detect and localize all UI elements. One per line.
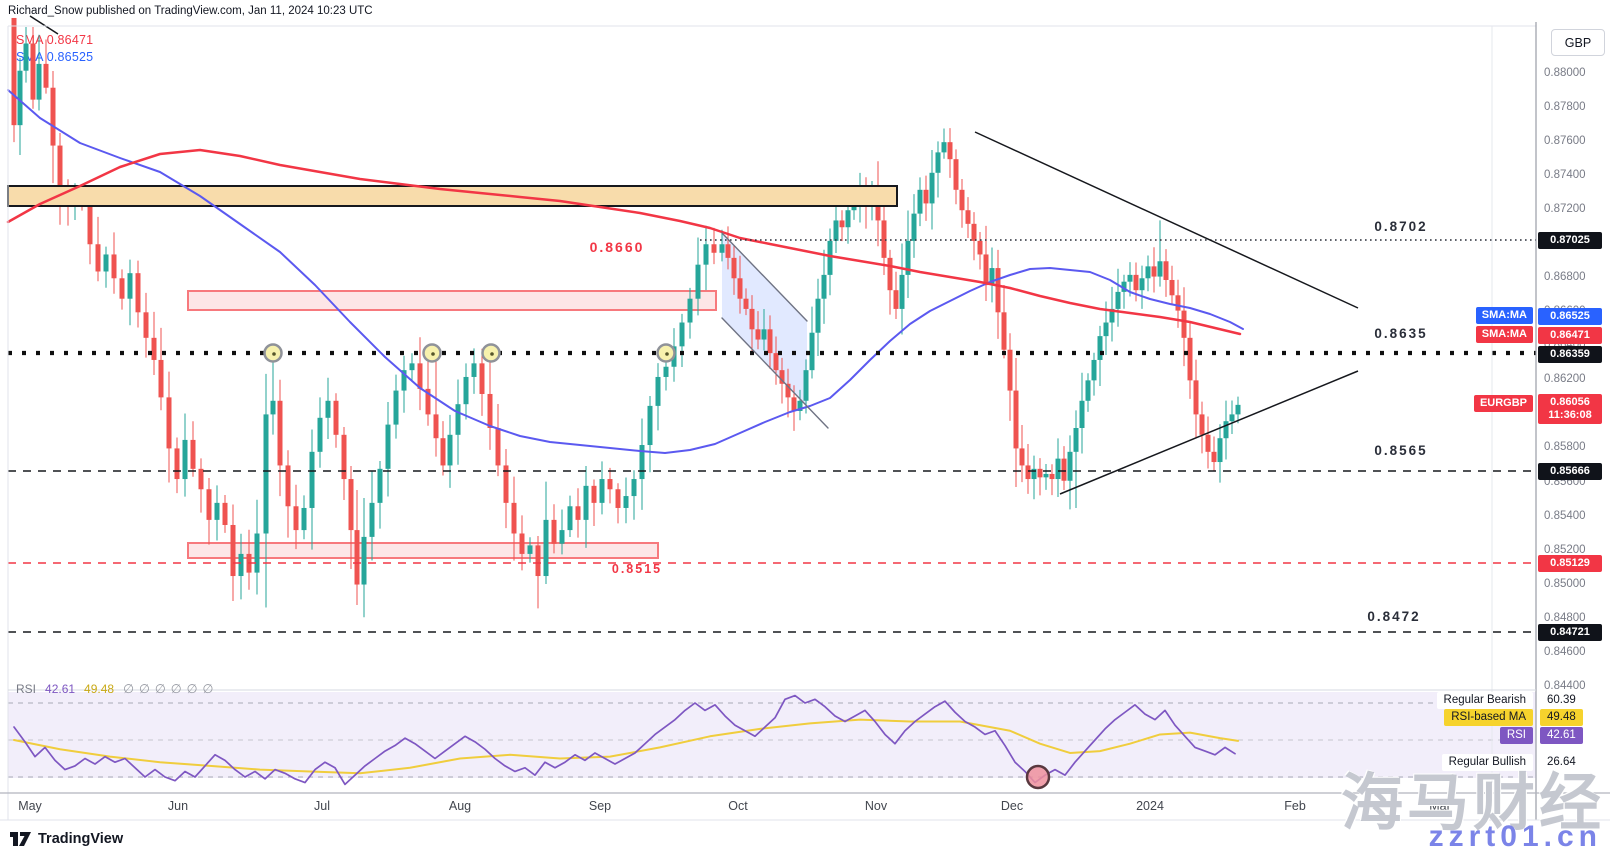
price-tick-label: 0.87200 [1544,203,1586,215]
price-tick-label: 0.87400 [1544,169,1586,181]
price-badge-0.85666: 0.85666 [1538,462,1602,480]
price-tick-label: 0.84400 [1544,680,1586,692]
channel-bottom-line [721,317,829,429]
price-badge-0.86056: 0.86056 11:36:08 [1538,394,1602,424]
rsi-ma-value: 49.48 [84,681,115,696]
price-tick-label: 0.85000 [1544,578,1586,590]
time-label-2024[interactable]: 2024 [1136,799,1164,813]
price-tick-label: 0.85400 [1544,510,1586,522]
price-tick-label: 0.85800 [1544,441,1586,453]
zone-price-label: 0.8515 [612,562,662,576]
currency-label: GBP [1564,35,1592,50]
sma-slow-blue[interactable] [7,89,1244,454]
triangle-lower[interactable] [1059,370,1359,495]
rsi-badge-label-regular-bearish: Regular Bearish [1436,692,1533,709]
tradingview-logo[interactable]: TradingView [10,829,123,849]
price-level-label: 0.8702 [1374,219,1427,234]
price-badge-0.86471: 0.86471 [1538,326,1602,344]
series-edge-label-SMA:MA: SMA:MA [1475,326,1533,343]
price-badge-0.84721: 0.84721 [1538,623,1602,641]
sma-fast-name: SMA [16,33,43,47]
price-tick-label: 0.88000 [1544,67,1586,79]
price-tick-label: 0.84800 [1544,612,1586,624]
rsi-badge-value: 42.61 [1540,727,1583,744]
mark[interactable] [29,15,59,35]
watermark-cn: 海马财经 [1340,769,1605,838]
regular-bullish-marker[interactable] [1025,764,1051,790]
rsi-ma-line [13,718,1239,775]
resistance-zone[interactable] [187,290,717,311]
channel-top-line [721,232,808,322]
price-badge-0.85129: 0.85129 [1538,554,1602,572]
rsi-indicator-legend[interactable]: RSI 42.61 49.48 ∅∅∅∅∅∅ [16,681,219,697]
time-label-Jun[interactable]: Jun [167,799,189,813]
currency-toggle-button[interactable]: GBP [1551,29,1605,56]
time-label-Dec[interactable]: Dec [1000,799,1024,813]
rsi-badge-value: 60.39 [1540,692,1583,709]
price-tick-label: 0.84600 [1544,646,1586,658]
time-label-May[interactable]: May [18,799,42,813]
publish-byline: Richard_Snow published on TradingView.co… [8,5,373,17]
time-label-Sep[interactable]: Sep [588,799,612,813]
time-label-Nov[interactable]: Nov [864,799,888,813]
price-badge-0.86525: 0.86525 [1538,307,1602,325]
rsi-title: RSI [16,681,37,696]
price-badge-0.86359: 0.86359 [1538,345,1602,363]
time-label-Mar[interactable]: Mar [1429,799,1451,813]
sma-fast-value: 0.86471 [46,33,94,47]
sma-slow-legend[interactable]: SMA 0.86525 [16,50,93,64]
time-label-Oct[interactable]: Oct [728,799,748,813]
price-tick-label: 0.86800 [1544,271,1586,283]
rsi-badge-value: 26.64 [1540,754,1583,771]
price-level-label: 0.8635 [1374,326,1427,341]
price-badge-0.87025: 0.87025 [1538,231,1602,249]
rsi-badge-label-rsi: RSI [1499,727,1533,744]
rsi-badge-label-rsi-based-ma: RSI-based MA [1444,709,1533,726]
sma-fast-red[interactable] [6,148,1242,336]
series-edge-label-SMA:MA: SMA:MA [1475,307,1533,324]
price-tick-label: 0.87600 [1544,135,1586,147]
watermark-url: zzrt01.cn [1428,820,1602,853]
price-tick-label: 0.87800 [1544,101,1586,113]
price-level-label: 0.8565 [1374,443,1427,458]
tradingview-logo-text: TradingView [38,831,124,847]
zone-price-label: 0.8660 [590,239,645,255]
tradingview-logo-icon [10,832,31,846]
rsi-badge-value: 49.48 [1540,709,1583,726]
price-tick-label: 0.86200 [1544,373,1586,385]
series-edge-label-EURGBP: EURGBP [1473,395,1533,412]
sma-fast-legend[interactable]: SMA 0.86471 [16,33,93,47]
time-label-Feb[interactable]: Feb [1284,799,1306,813]
candles [11,17,1241,618]
rsi-pane-background[interactable] [8,692,1536,778]
sma-slow-name: SMA [16,50,43,64]
triangle-upper[interactable] [974,131,1359,309]
rsi-hidden-values-icons: ∅∅∅∅∅∅ [123,682,219,696]
sma-slow-value: 0.86525 [46,50,94,64]
price-level-label: 0.8472 [1367,609,1420,624]
rsi-value: 42.61 [45,681,76,696]
rsi-badge-label-regular-bullish: Regular Bullish [1441,754,1533,771]
price-tick-label: 0.85200 [1544,544,1586,556]
time-label-Jul[interactable]: Jul [314,799,330,813]
time-label-Aug[interactable]: Aug [448,799,472,813]
